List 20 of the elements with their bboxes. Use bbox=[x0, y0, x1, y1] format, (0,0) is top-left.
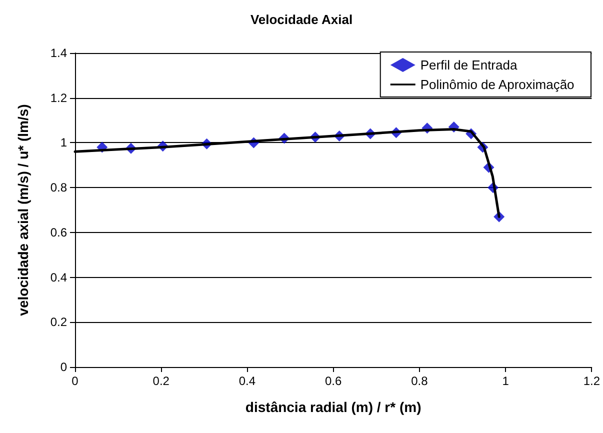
x-tick-label: 0.6 bbox=[324, 374, 342, 388]
y-tick-label: 1.2 bbox=[50, 90, 68, 105]
y-tick-label: 0.6 bbox=[50, 225, 68, 240]
x-tick-label: 0.4 bbox=[238, 374, 256, 388]
legend-label: Polinômio de Aproximação bbox=[420, 77, 574, 92]
x-axis-title: distância radial (m) / r* (m) bbox=[245, 399, 422, 415]
x-tick-label: 0.8 bbox=[411, 374, 428, 388]
y-tick-label: 1.4 bbox=[50, 46, 68, 60]
y-tick-label: 0.8 bbox=[50, 180, 68, 195]
y-tick-label: 0.2 bbox=[50, 315, 68, 330]
y-tick-label: 0 bbox=[60, 360, 68, 374]
chart-title: Velocidade Axial bbox=[250, 12, 353, 27]
x-tick-label: 1 bbox=[502, 374, 510, 388]
x-tick-label: 1.2 bbox=[583, 374, 600, 388]
y-tick-label: 0.4 bbox=[50, 270, 68, 284]
x-tick-label: 0 bbox=[72, 374, 79, 388]
y-tick-label: 1 bbox=[60, 136, 68, 150]
legend-label: Perfil de Entrada bbox=[420, 58, 518, 72]
y-axis-title: velocidade axial (m/s) / u* (lm/s) bbox=[15, 104, 31, 316]
x-tick-label: 0.2 bbox=[152, 374, 170, 388]
